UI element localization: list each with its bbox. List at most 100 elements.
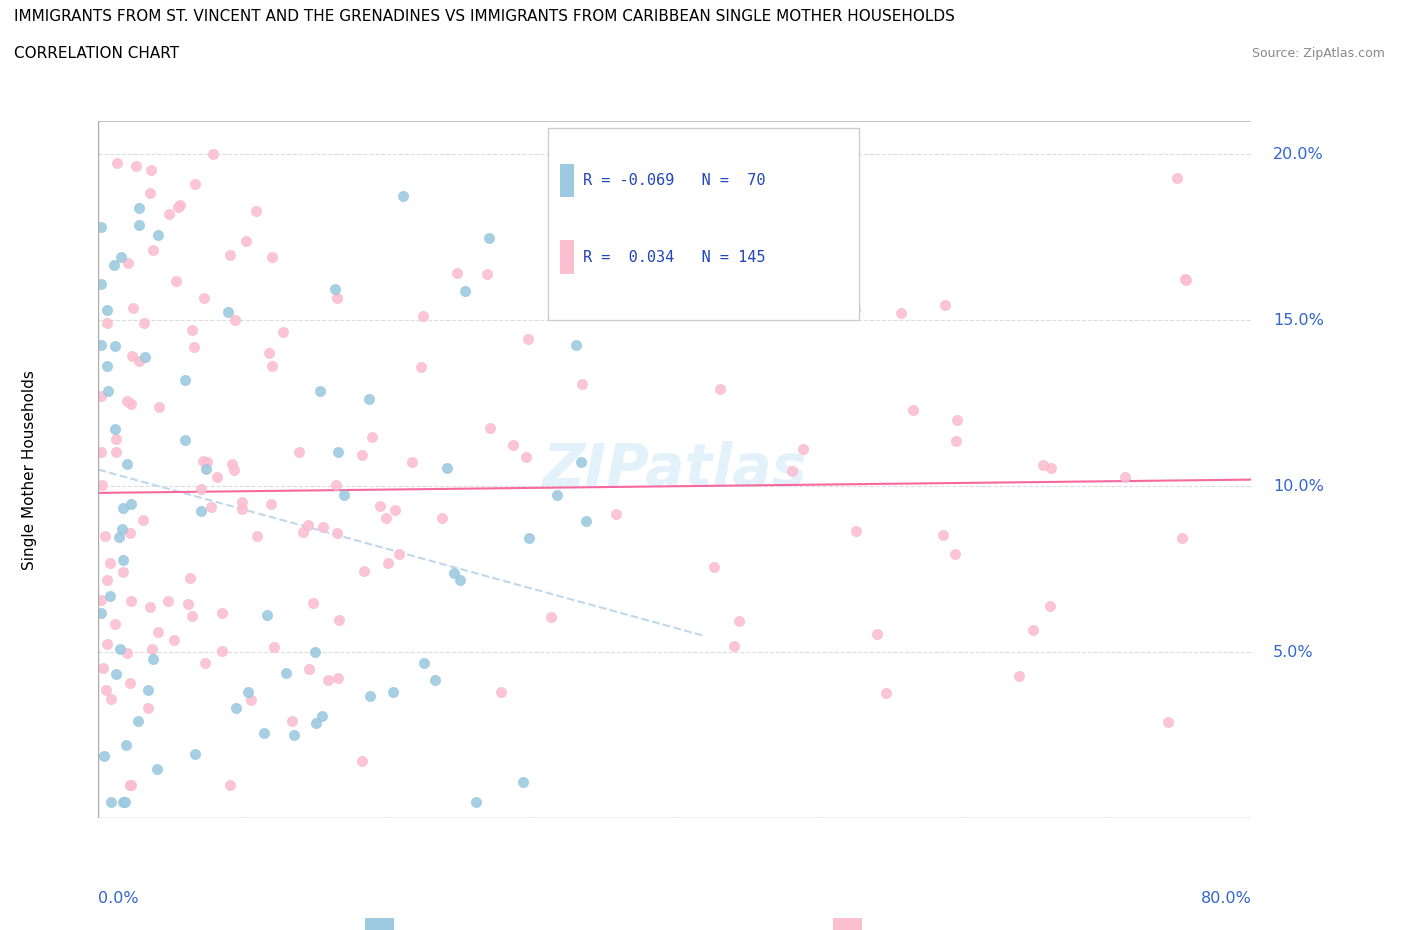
Point [142,243,165,258]
Point [412,309,434,324]
Point [205,469,228,484]
Point [423,672,446,687]
Point [112,552,135,567]
Point [91,661,114,676]
Point [181,608,204,623]
Point [236,685,259,700]
Point [157,206,180,221]
Point [305,715,328,730]
Point [516,331,538,346]
Point [325,525,347,540]
Point [104,339,127,353]
Point [125,158,148,173]
Point [90,592,112,607]
Point [280,714,302,729]
Point [308,384,330,399]
Point [292,525,315,540]
Point [190,481,212,496]
Point [90,389,112,404]
FancyBboxPatch shape [548,127,859,320]
Point [245,204,267,219]
Point [454,284,477,299]
Point [260,497,283,512]
Point [1175,272,1198,287]
Point [946,412,969,427]
Point [709,382,731,397]
Text: ZIPatlas: ZIPatlas [543,441,807,498]
Point [146,762,169,777]
Point [823,204,845,219]
Point [239,692,262,707]
Text: 80.0%: 80.0% [1201,892,1251,907]
Point [200,500,222,515]
Point [93,749,115,764]
Point [115,457,138,472]
Point [384,502,406,517]
Point [780,463,803,478]
Point [100,555,122,570]
Point [401,455,423,470]
Point [325,478,347,493]
Point [218,777,240,792]
Point [1008,669,1031,684]
Point [246,528,269,543]
Point [90,605,112,620]
Point [146,228,169,243]
Point [169,198,191,213]
Point [194,656,217,671]
Point [132,316,155,331]
Point [117,255,139,270]
Point [465,794,488,809]
Point [118,777,141,792]
Point [301,595,323,610]
Point [211,605,233,620]
Point [256,607,278,622]
Point [540,610,562,625]
FancyBboxPatch shape [834,918,862,930]
Point [105,156,128,171]
Point [569,455,592,470]
Point [90,219,112,234]
Point [934,298,956,312]
Point [120,593,142,608]
Point [104,617,127,631]
Point [96,303,118,318]
Point [586,212,609,227]
Point [1040,460,1063,475]
Point [703,559,725,574]
Point [141,641,163,656]
Point [224,462,246,477]
Point [231,495,253,510]
Point [115,645,138,660]
Point [297,517,319,532]
Point [121,349,143,364]
Point [111,565,134,579]
Point [201,147,224,162]
Point [333,487,356,502]
Text: R =  0.034   N = 145: R = 0.034 N = 145 [582,249,765,264]
Point [177,596,200,611]
Point [866,626,889,641]
FancyBboxPatch shape [560,241,574,273]
Point [412,656,434,671]
Point [112,501,135,516]
Point [377,556,399,571]
Point [845,524,868,538]
Point [128,201,150,216]
Point [225,701,247,716]
Point [311,709,333,724]
Point [96,572,118,587]
Point [91,477,114,492]
Point [118,525,141,540]
Text: 15.0%: 15.0% [1272,312,1324,327]
Point [136,701,159,716]
Point [943,547,966,562]
Point [173,373,195,388]
Text: 20.0%: 20.0% [1272,147,1323,162]
Point [100,691,122,706]
Point [323,282,346,297]
Point [132,512,155,527]
Point [94,529,117,544]
Point [224,312,246,327]
Point [875,685,897,700]
